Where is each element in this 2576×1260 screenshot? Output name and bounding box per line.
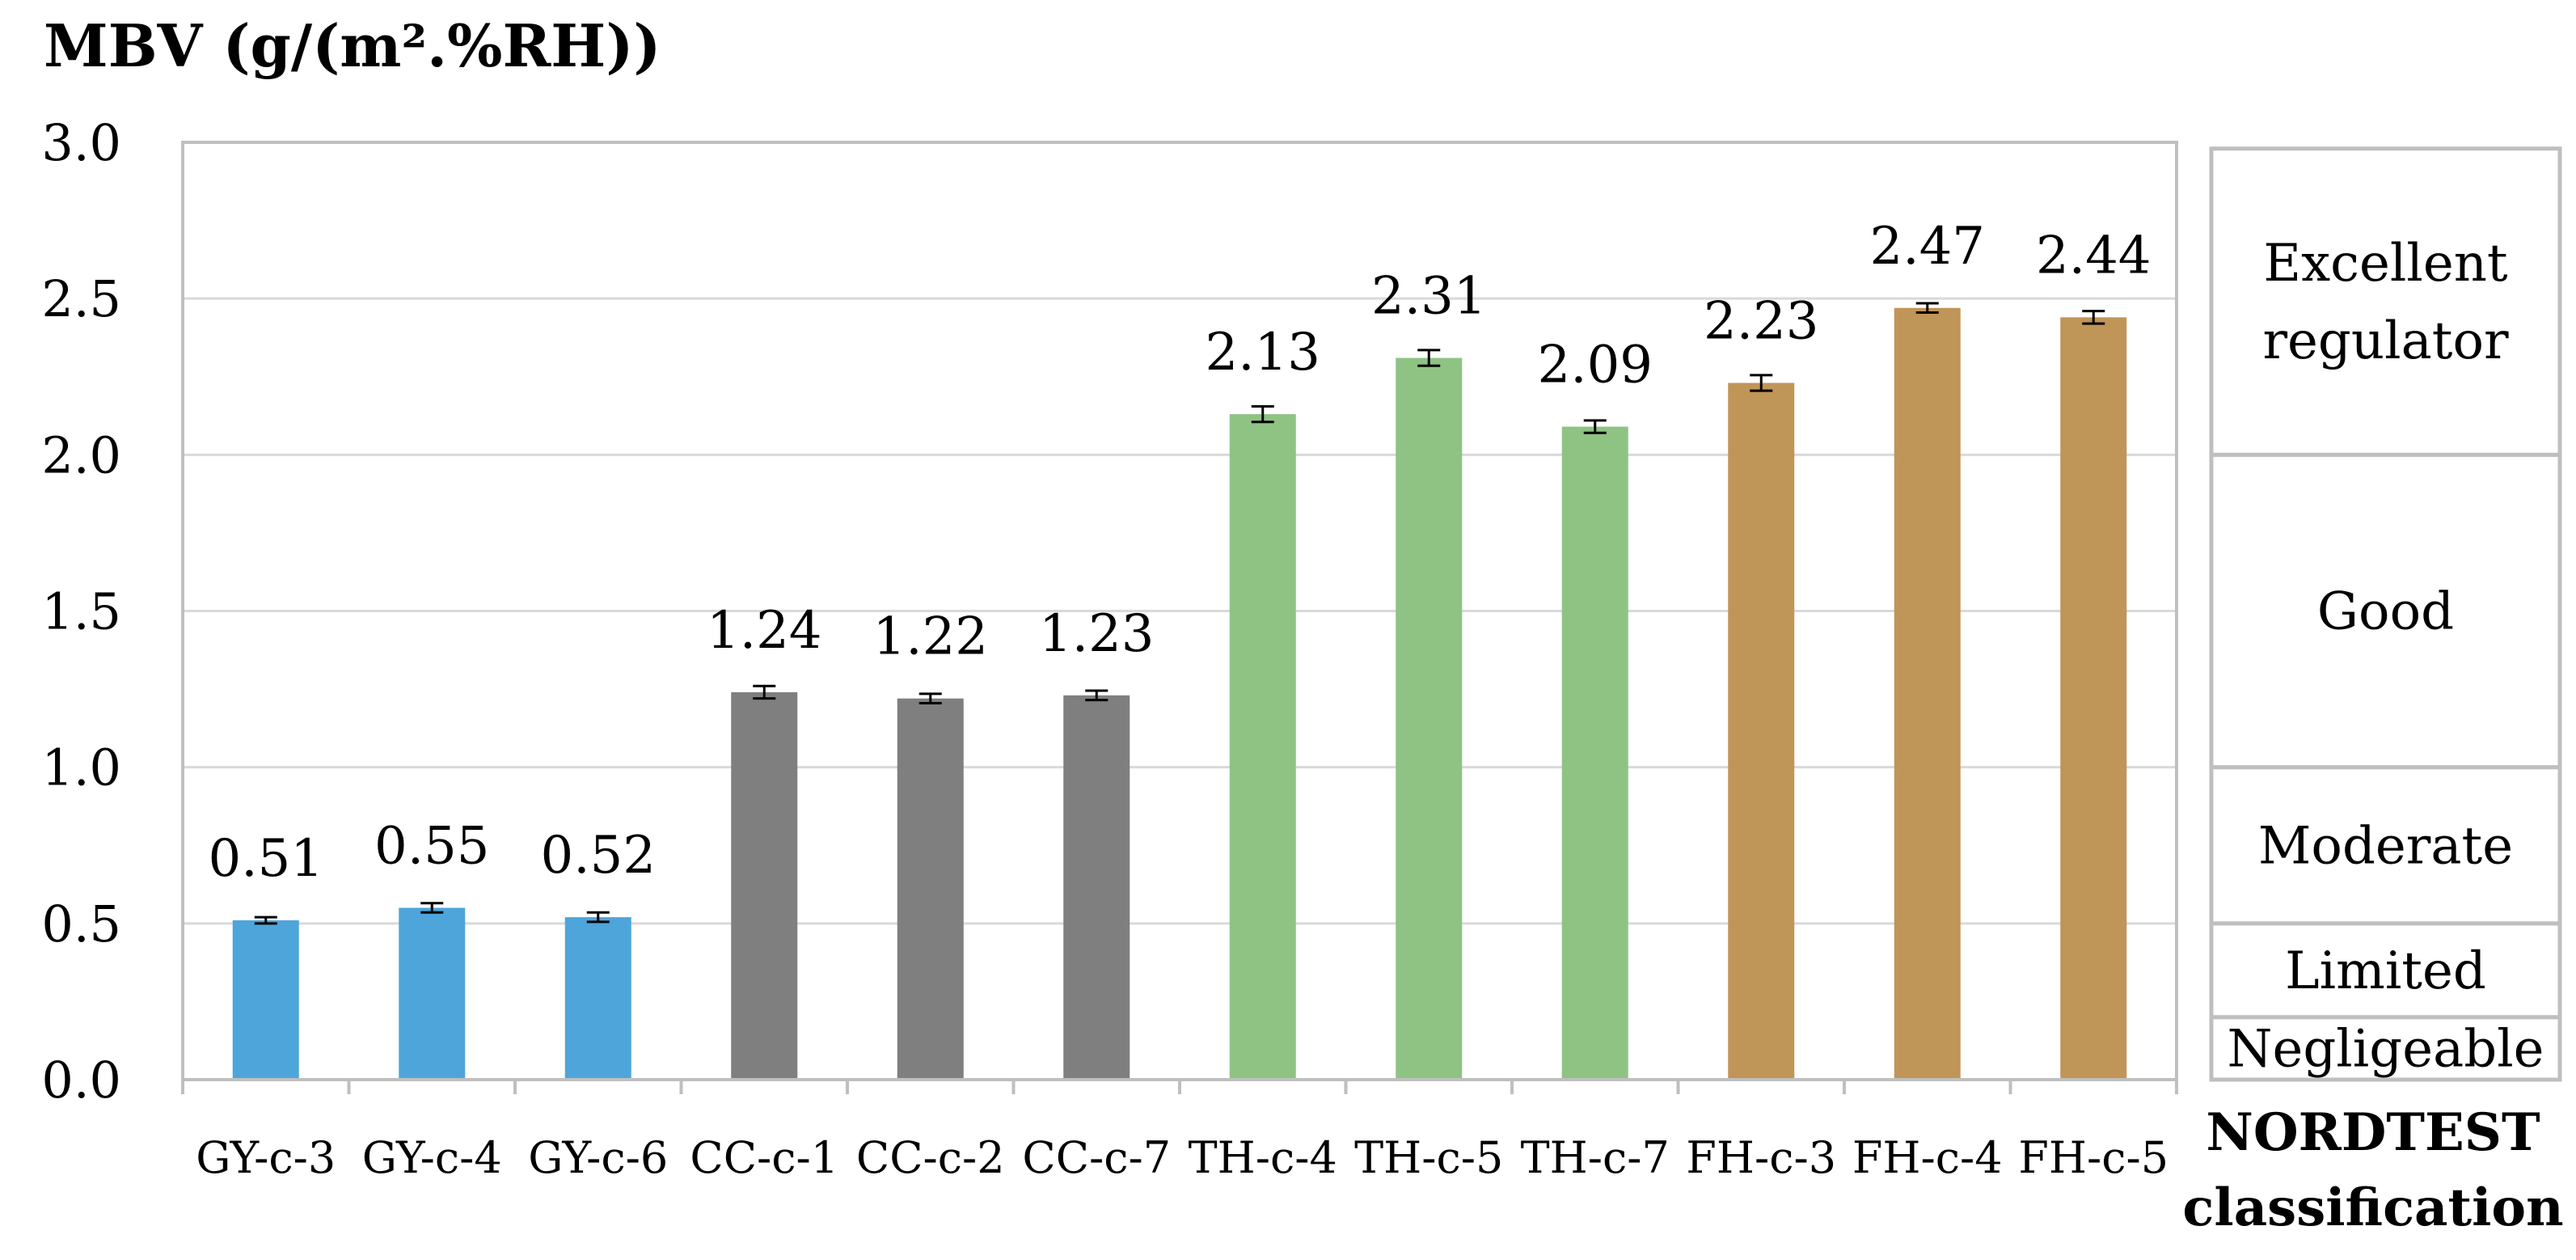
y-tick-label-3: 1.5 xyxy=(41,582,121,641)
value-label-th-c-5: 2.31 xyxy=(1371,267,1487,327)
class-band-label-good-0: Good xyxy=(2317,582,2454,642)
class-band-label-excellent-regulator-0: Excellent xyxy=(2263,234,2508,294)
x-tick-label-th-c-5: TH-c-5 xyxy=(1354,1132,1503,1183)
class-band-label-excellent-regulator-1: regulator xyxy=(2262,311,2509,371)
bar-gy-c-4 xyxy=(399,907,466,1080)
bar-fh-c-5 xyxy=(2060,317,2127,1080)
bar-gy-c-3 xyxy=(232,920,299,1080)
bar-th-c-7 xyxy=(1561,426,1628,1080)
y-axis-ticks: 0.0 0.5 1.0 1.5 2.0 2.5 3.0 xyxy=(41,113,121,1110)
gridlines xyxy=(183,297,2177,925)
classification-title-line2: classification xyxy=(2182,1178,2563,1238)
value-label-cc-c-2: 1.22 xyxy=(873,607,989,667)
classification-title-line1: NORDTEST xyxy=(2206,1102,2540,1163)
bar-cc-c-7 xyxy=(1063,695,1130,1080)
bar-th-c-4 xyxy=(1229,414,1296,1080)
nordtest-classification: Negligeable Limited Moderate Good Excellent r… xyxy=(2209,146,2562,1082)
x-tick-label-cc-c-2: CC-c-2 xyxy=(856,1132,1005,1183)
value-label-gy-c-3: 0.51 xyxy=(209,829,324,889)
x-tick-label-cc-c-7: CC-c-7 xyxy=(1022,1132,1171,1183)
bar-cc-c-1 xyxy=(731,691,798,1080)
value-label-cc-c-7: 1.23 xyxy=(1039,604,1155,664)
y-tick-label-5: 2.5 xyxy=(41,269,121,328)
y-tick-label-4: 2.0 xyxy=(41,425,121,484)
value-label-cc-c-1: 1.24 xyxy=(707,601,822,661)
class-band-limited xyxy=(2209,921,2562,1020)
bar-fh-c-4 xyxy=(1894,307,1961,1080)
bars: 0.51 0.55 0.52 1.24 1.22 1.23 2.13 2.31 2.09 2.23… xyxy=(209,217,2152,1080)
value-label-fh-c-5: 2.44 xyxy=(2036,226,2152,285)
y-axis-title: MBV (g/(m².%RH)) xyxy=(44,11,661,80)
y-tick-label-6: 3.0 xyxy=(41,113,121,172)
class-band-negligeable xyxy=(2209,1015,2562,1082)
y-tick-label-0: 0.0 xyxy=(41,1051,121,1110)
x-tick-label-cc-c-1: CC-c-1 xyxy=(690,1132,838,1183)
x-tick-label-gy-c-3: GY-c-3 xyxy=(196,1132,336,1183)
value-label-fh-c-4: 2.47 xyxy=(1870,217,1986,277)
bar-th-c-5 xyxy=(1396,357,1463,1080)
class-band-label-negligeable-0: Negligeable xyxy=(2227,1019,2544,1079)
value-label-th-c-4: 2.13 xyxy=(1206,323,1321,383)
class-band-label-moderate-0: Moderate xyxy=(2258,816,2513,876)
value-label-gy-c-4: 0.55 xyxy=(374,817,490,877)
x-tick-label-fh-c-5: FH-c-5 xyxy=(2018,1132,2168,1183)
x-tick-label-fh-c-4: FH-c-4 xyxy=(1852,1132,2003,1183)
class-band-moderate xyxy=(2209,765,2562,926)
bar-fh-c-3 xyxy=(1728,383,1795,1080)
x-tick-label-gy-c-4: GY-c-4 xyxy=(362,1132,502,1183)
bar-gy-c-6 xyxy=(564,917,631,1080)
x-axis: GY-c-3 GY-c-4 GY-c-6 CC-c-1 CC-c-2 CC-c-7 TH-c… xyxy=(181,1078,2178,1183)
x-tick-label-gy-c-6: GY-c-6 xyxy=(528,1132,668,1183)
y-tick-label-2: 1.0 xyxy=(41,738,121,797)
value-label-th-c-7: 2.09 xyxy=(1538,336,1653,395)
x-tick-label-th-c-4: TH-c-4 xyxy=(1189,1132,1337,1183)
bar-cc-c-2 xyxy=(897,698,964,1080)
x-tick-label-fh-c-3: FH-c-3 xyxy=(1686,1132,1836,1183)
class-band-label-limited-0: Limited xyxy=(2285,941,2486,1001)
class-band-excellent-regulator xyxy=(2209,146,2562,457)
y-tick-label-1: 0.5 xyxy=(41,894,121,953)
value-label-fh-c-3: 2.23 xyxy=(1704,291,1819,351)
value-label-gy-c-6: 0.52 xyxy=(541,826,657,886)
x-tick-label-th-c-7: TH-c-7 xyxy=(1521,1132,1670,1183)
